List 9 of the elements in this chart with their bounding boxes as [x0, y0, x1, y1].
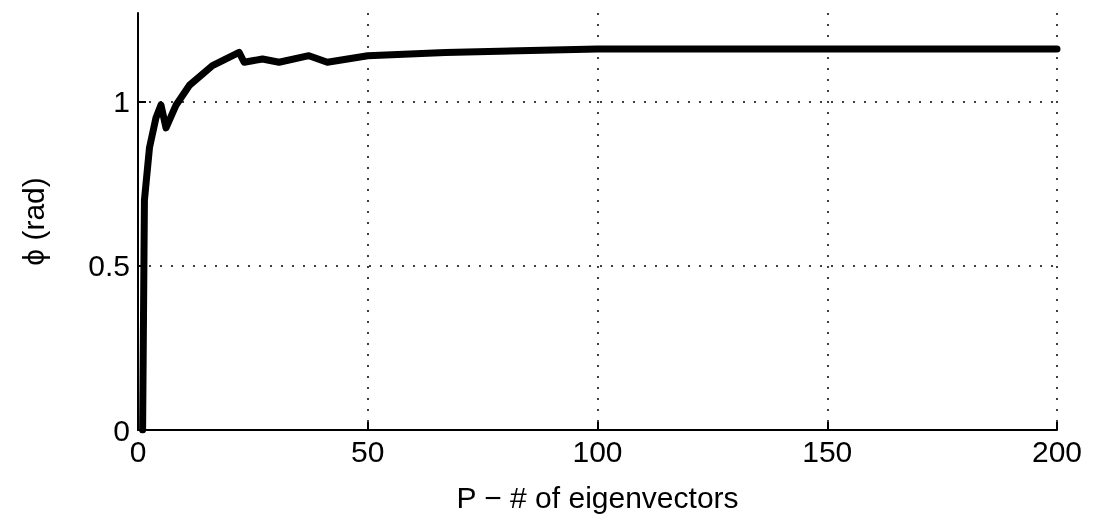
x-tick-label: 50	[351, 434, 385, 468]
x-tick-label: 200	[1031, 434, 1083, 468]
y-tick-label: 0.5	[88, 249, 130, 283]
x-axis-title: P − # of eigenvectors	[456, 480, 739, 514]
x-tick-label: 150	[802, 434, 853, 468]
y-tick-label: 0	[113, 413, 130, 447]
y-axis-title: ϕ (rad)	[16, 177, 50, 266]
x-tick-label: 100	[572, 434, 623, 468]
y-tick-label: 1	[113, 85, 130, 119]
